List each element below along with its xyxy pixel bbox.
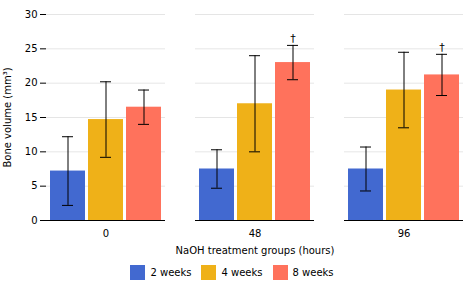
svg-text:10: 10 <box>25 146 38 157</box>
svg-text:20: 20 <box>25 77 38 88</box>
svg-text:Bone volume (mm³): Bone volume (mm³) <box>2 67 13 167</box>
svg-text:30: 30 <box>25 9 38 20</box>
html-text:2 weeks: 2 weeks <box>150 267 192 278</box>
svg-text:0: 0 <box>103 228 109 239</box>
svg-text:NaOH treatment groups (hours): NaOH treatment groups (hours) <box>176 245 335 256</box>
svg-text:48: 48 <box>249 228 262 239</box>
svg-text:†: † <box>439 41 445 54</box>
svg-text:25: 25 <box>25 43 38 54</box>
svg-text:5: 5 <box>31 180 37 191</box>
html-text:8 weeks: 8 weeks <box>292 267 334 278</box>
svg-text:0: 0 <box>31 215 37 226</box>
html-text:4 weeks: 4 weeks <box>221 267 263 278</box>
svg-text:15: 15 <box>25 112 38 123</box>
svg-text:96: 96 <box>398 228 411 239</box>
svg-text:†: † <box>290 32 296 45</box>
